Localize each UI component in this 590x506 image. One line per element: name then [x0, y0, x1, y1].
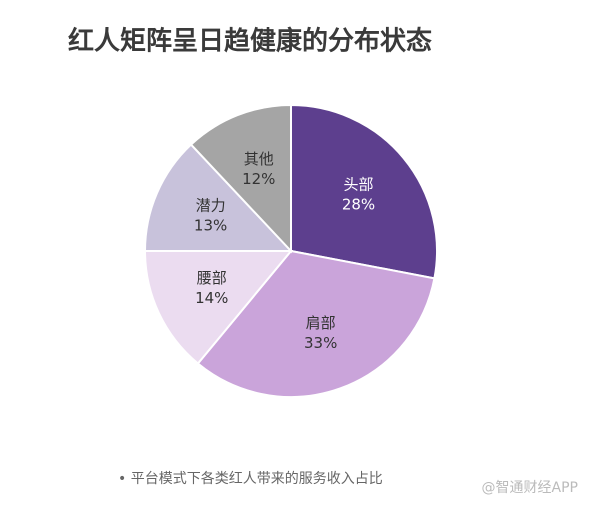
- value-label: 12%: [242, 170, 275, 188]
- value-label: 33%: [304, 334, 337, 352]
- slice-label: 头部: [343, 176, 373, 194]
- value-label: 14%: [195, 289, 228, 307]
- slice-label: 腰部: [197, 269, 227, 287]
- slice-label: 肩部: [306, 314, 336, 332]
- footnote: • 平台模式下各类红人带来的服务收入占比: [118, 471, 383, 487]
- pie-slice: [189, 103, 292, 254]
- slice-label: 潜力: [196, 197, 226, 215]
- value-label: 28%: [342, 196, 375, 214]
- slice-label: 其他: [244, 150, 274, 168]
- watermark: @智通财经APP: [482, 480, 578, 496]
- value-label: 13%: [194, 217, 227, 235]
- pie-slice: [196, 249, 436, 398]
- pie-slice: [290, 103, 438, 280]
- pie-slice: [143, 143, 294, 252]
- pie-slice: [143, 250, 294, 365]
- chart-title: 红人矩阵呈日趋健康的分布状态: [68, 26, 432, 57]
